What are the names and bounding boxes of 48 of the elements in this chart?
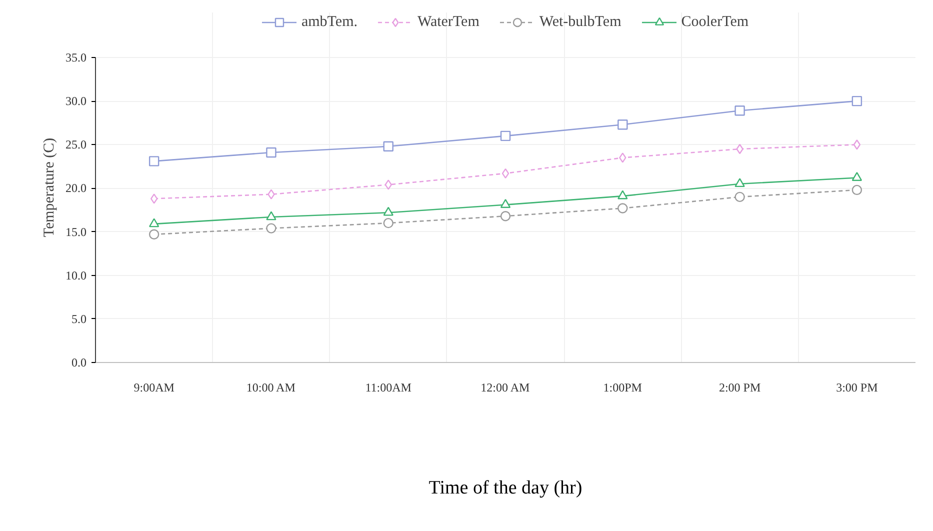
point xyxy=(383,218,394,228)
x-axis-title: Time of the day (hr) xyxy=(428,478,582,498)
y-tick-label: 5.0 xyxy=(72,312,86,326)
point xyxy=(618,190,628,200)
point xyxy=(619,152,626,163)
point xyxy=(500,198,511,208)
point xyxy=(852,172,862,181)
point xyxy=(502,168,510,178)
x-tick-label: 10:00 AM xyxy=(246,380,296,394)
y-tick-label: 25.0 xyxy=(66,138,86,152)
point xyxy=(734,192,745,202)
point xyxy=(268,189,275,200)
point xyxy=(266,223,276,234)
x-tick-label: 9:00AM xyxy=(134,380,175,394)
point xyxy=(148,218,160,228)
point xyxy=(266,147,276,158)
x-tick-label: 3:00 PM xyxy=(836,380,878,394)
point xyxy=(266,211,276,220)
point xyxy=(500,130,511,142)
point xyxy=(853,140,861,150)
x-tick-label: 12:00 AM xyxy=(480,380,530,394)
point xyxy=(852,184,862,196)
point xyxy=(383,141,394,152)
y-axis-title: Temperature (C) xyxy=(42,138,58,238)
point xyxy=(618,120,628,130)
point xyxy=(384,180,392,190)
point xyxy=(618,203,628,214)
legend-label: WaterTem xyxy=(417,14,480,30)
point xyxy=(148,156,160,166)
y-tick-label: 20.0 xyxy=(66,181,86,196)
legend-label: ambTem. xyxy=(301,14,358,30)
point xyxy=(150,194,158,204)
x-tick-label: 2:00 PM xyxy=(718,380,761,394)
y-tick-label: 0.0 xyxy=(72,356,86,370)
point xyxy=(852,96,862,106)
y-tick-label: 35.0 xyxy=(66,50,86,64)
y-tick-label: 30.0 xyxy=(66,94,86,108)
x-tick-label: 11:00AM xyxy=(365,380,412,394)
x-tick-label: 1:00PM xyxy=(603,380,642,394)
point xyxy=(383,206,394,216)
point xyxy=(148,229,160,240)
point xyxy=(734,106,745,116)
legend-label: CoolerTem xyxy=(681,14,749,30)
point xyxy=(500,211,511,222)
legend-label: Wet-bulbTem xyxy=(539,14,622,30)
y-tick-label: 10.0 xyxy=(66,268,86,282)
point xyxy=(734,178,745,188)
y-tick-label: 15.0 xyxy=(66,224,86,239)
